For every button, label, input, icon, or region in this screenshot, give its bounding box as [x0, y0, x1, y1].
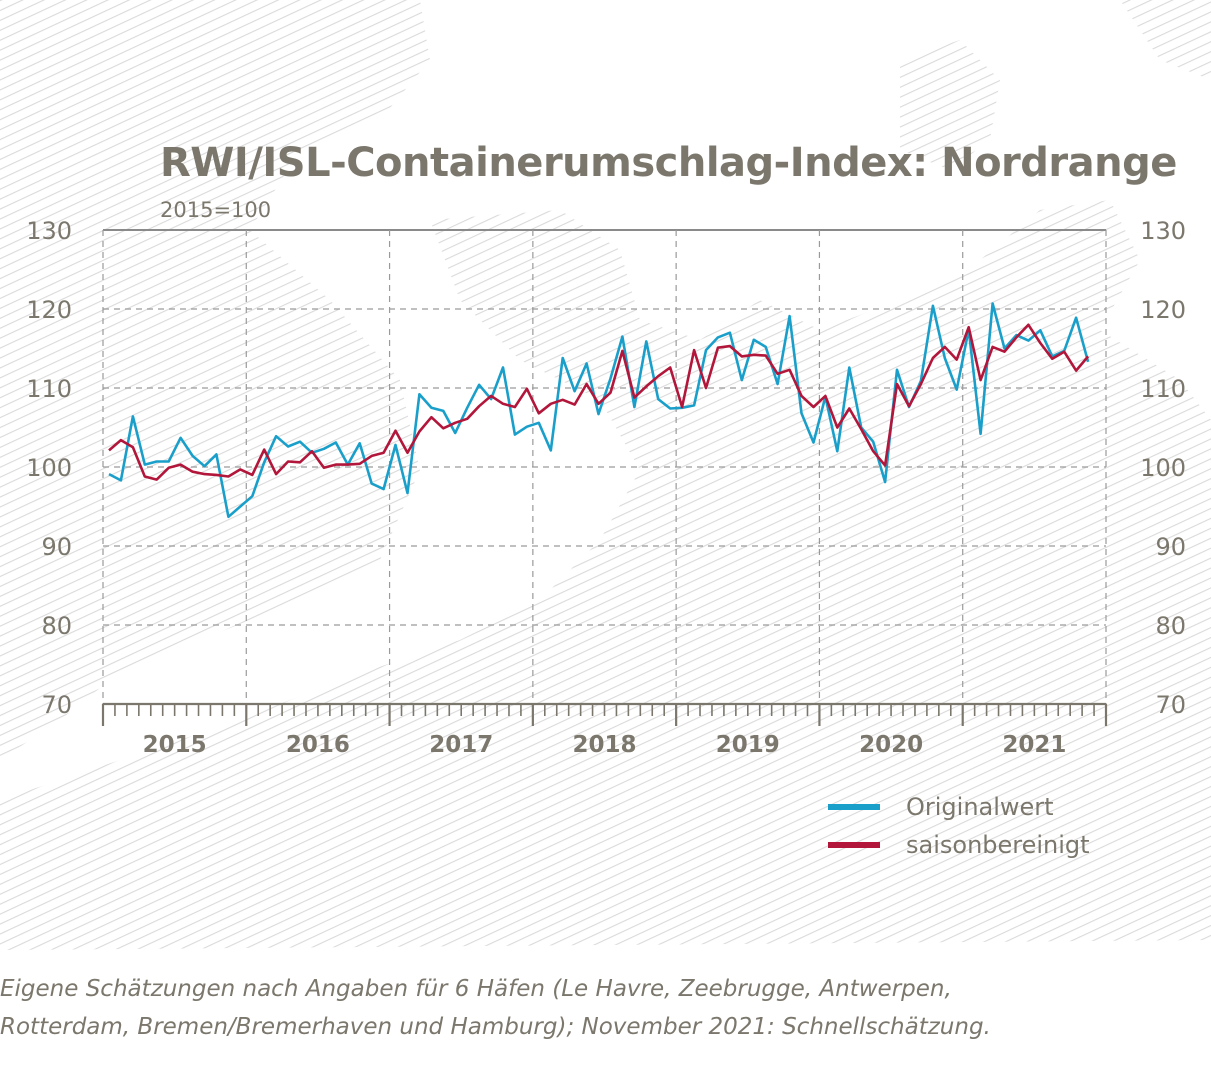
y-tick-label-right: 130: [1140, 217, 1186, 245]
series-line-seasonal: [108, 323, 1090, 481]
x-tick-label: 2016: [286, 732, 350, 758]
y-tick-label-left: 90: [41, 533, 72, 561]
y-tick-label-right: 70: [1155, 691, 1186, 719]
y-tick-label-left: 110: [26, 375, 72, 403]
legend-swatch-seasonal: [828, 842, 880, 848]
y-tick-label-left: 120: [26, 296, 72, 324]
legend-label-seasonal: saisonbereinigt: [906, 831, 1090, 859]
legend-swatch-original: [828, 804, 880, 810]
footnote-line-1: Eigene Schätzungen nach Angaben für 6 Hä…: [0, 976, 952, 1002]
x-tick-label: 2018: [572, 732, 636, 758]
legend: Originalwert saisonbereinigt: [828, 788, 1090, 864]
y-tick-label-right: 120: [1140, 296, 1186, 324]
x-tick-label: 2021: [1002, 732, 1066, 758]
x-tick-label: 2019: [716, 732, 780, 758]
y-tick-label-left: 130: [26, 217, 72, 245]
legend-item-original: Originalwert: [828, 788, 1090, 826]
legend-item-seasonal: saisonbereinigt: [828, 826, 1090, 864]
y-tick-label-right: 90: [1155, 533, 1186, 561]
y-tick-label-right: 80: [1155, 612, 1186, 640]
series-line-original: [108, 302, 1090, 519]
chart-subtitle: 2015=100: [160, 198, 272, 222]
y-tick-label-left: 100: [26, 454, 72, 482]
series-lines: [108, 302, 1090, 519]
axes: 70 70 80 80 90 90 100 100 110 110 120 120 130 130 2015…: [26, 217, 1186, 758]
y-tick-label-left: 80: [41, 612, 72, 640]
x-tick-label: 2017: [429, 732, 493, 758]
footnote-line-2: Rotterdam, Bremen/Bremerhaven und Hambur…: [0, 1014, 991, 1040]
y-tick-label-left: 70: [41, 691, 72, 719]
y-tick-label-right: 110: [1140, 375, 1186, 403]
footnote: Eigene Schätzungen nach Angaben für 6 Hä…: [0, 970, 1211, 1046]
chart-title: RWI/ISL-Containerumschlag-Index: Nordran…: [160, 140, 1177, 186]
legend-label-original: Originalwert: [906, 793, 1054, 821]
x-tick-label: 2020: [859, 732, 923, 758]
x-tick-label: 2015: [143, 732, 207, 758]
y-tick-label-right: 100: [1140, 454, 1186, 482]
